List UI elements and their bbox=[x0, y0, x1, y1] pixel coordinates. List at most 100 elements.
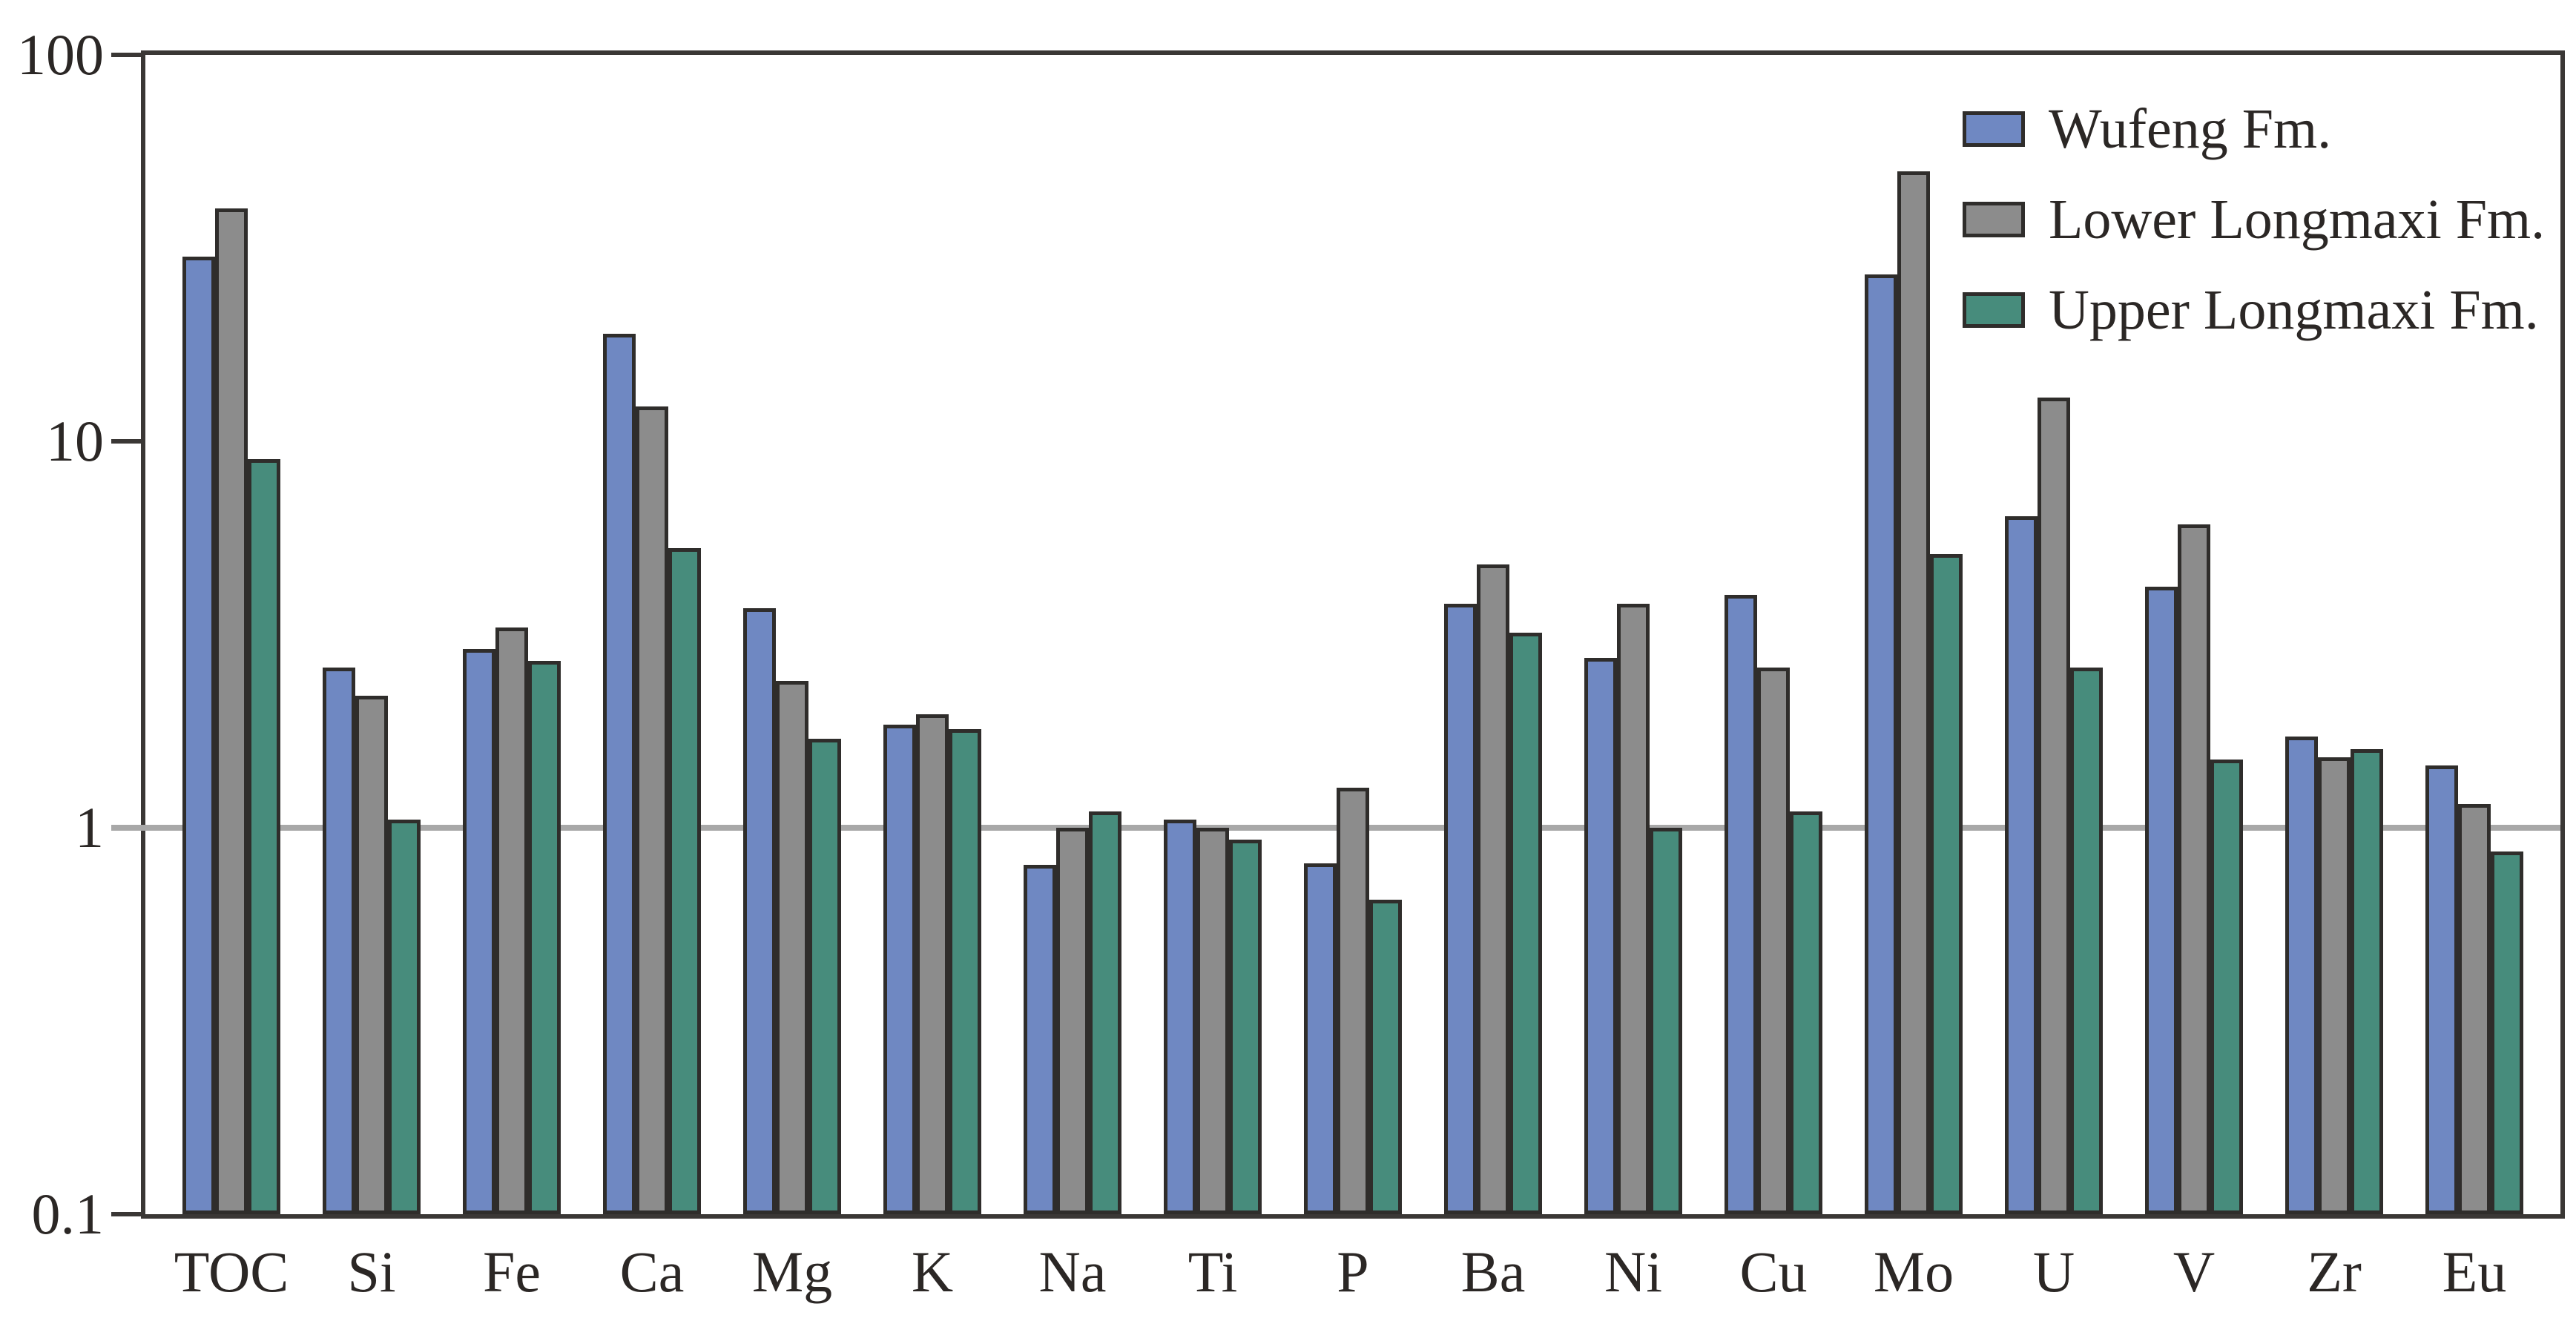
bar-group-toc bbox=[182, 55, 280, 1214]
bar-group-ca bbox=[603, 55, 701, 1214]
bar-wufeng-fm-eu bbox=[2425, 765, 2458, 1214]
x-tick-label-zr: Zr bbox=[2307, 1239, 2362, 1304]
bar-upper-longmaxi-fm-zr bbox=[2351, 749, 2383, 1214]
bar-lower-longmaxi-fm-na bbox=[1056, 828, 1089, 1214]
bar-group-eu bbox=[2425, 55, 2523, 1214]
bar-wufeng-fm-u bbox=[2005, 516, 2038, 1214]
bar-group-si bbox=[323, 55, 421, 1214]
y-tick-label-0-1: 0.1 bbox=[31, 1182, 105, 1246]
legend-item-wufeng: Wufeng Fm. bbox=[1963, 98, 2545, 160]
bar-wufeng-fm-na bbox=[1024, 865, 1056, 1214]
bar-lower-longmaxi-fm-fe bbox=[495, 627, 528, 1214]
legend-label-wufeng: Wufeng Fm. bbox=[2049, 98, 2332, 160]
bar-group-cu bbox=[1725, 55, 1822, 1214]
bar-wufeng-fm-p bbox=[1304, 863, 1337, 1214]
bar-lower-longmaxi-fm-cu bbox=[1757, 668, 1790, 1214]
bar-lower-longmaxi-fm-ca bbox=[636, 406, 668, 1214]
bar-upper-longmaxi-fm-toc bbox=[248, 459, 280, 1214]
bar-group-u bbox=[2005, 55, 2103, 1214]
bar-upper-longmaxi-fm-na bbox=[1089, 811, 1121, 1214]
bar-lower-longmaxi-fm-p bbox=[1337, 788, 1369, 1214]
legend-swatch-wufeng bbox=[1963, 111, 2025, 147]
x-tick-label-mg: Mg bbox=[751, 1239, 833, 1304]
bar-upper-longmaxi-fm-mo bbox=[1930, 554, 1963, 1214]
bar-lower-longmaxi-fm-ni bbox=[1617, 604, 1650, 1214]
bar-lower-longmaxi-fm-ba bbox=[1477, 564, 1509, 1214]
bar-wufeng-fm-fe bbox=[463, 649, 495, 1214]
bar-upper-longmaxi-fm-eu bbox=[2491, 851, 2523, 1214]
bar-lower-longmaxi-fm-zr bbox=[2318, 757, 2351, 1214]
bar-lower-longmaxi-fm-si bbox=[355, 696, 388, 1214]
x-tick-label-p: P bbox=[1337, 1239, 1369, 1304]
legend-swatch-upper-longmaxi bbox=[1963, 292, 2025, 328]
plot-inner: Wufeng Fm. Lower Longmaxi Fm. Upper Long… bbox=[111, 55, 2560, 1214]
bar-lower-longmaxi-fm-v bbox=[2178, 524, 2210, 1214]
bar-upper-longmaxi-fm-u bbox=[2070, 668, 2103, 1214]
bar-lower-longmaxi-fm-ti bbox=[1196, 828, 1229, 1214]
bar-upper-longmaxi-fm-si bbox=[388, 820, 421, 1214]
legend-label-upper-longmaxi: Upper Longmaxi Fm. bbox=[2049, 279, 2539, 341]
bar-upper-longmaxi-fm-fe bbox=[528, 661, 561, 1214]
legend-swatch-lower-longmaxi bbox=[1963, 202, 2025, 237]
x-tick-label-ti: Ti bbox=[1187, 1239, 1238, 1304]
legend-label-lower-longmaxi: Lower Longmaxi Fm. bbox=[2049, 188, 2546, 251]
bar-group-ni bbox=[1584, 55, 1682, 1214]
legend-item-upper-longmaxi: Upper Longmaxi Fm. bbox=[1963, 279, 2545, 341]
y-tick-label-1: 1 bbox=[75, 795, 104, 860]
bar-wufeng-fm-ni bbox=[1584, 658, 1617, 1214]
x-tick-label-fe: Fe bbox=[483, 1239, 541, 1304]
bar-upper-longmaxi-fm-ba bbox=[1509, 633, 1542, 1214]
bar-group-mo bbox=[1865, 55, 1963, 1214]
bar-lower-longmaxi-fm-mg bbox=[776, 681, 808, 1214]
bar-lower-longmaxi-fm-toc bbox=[215, 208, 248, 1214]
x-tick-label-ni: Ni bbox=[1604, 1239, 1662, 1304]
bar-wufeng-fm-zr bbox=[2285, 737, 2318, 1214]
plot-area: Wufeng Fm. Lower Longmaxi Fm. Upper Long… bbox=[111, 50, 2565, 1219]
x-tick-label-k: K bbox=[911, 1239, 954, 1304]
y-tick-label-10: 10 bbox=[46, 409, 104, 473]
bar-group-na bbox=[1024, 55, 1121, 1214]
bar-upper-longmaxi-fm-p bbox=[1369, 900, 1402, 1214]
legend-item-lower-longmaxi: Lower Longmaxi Fm. bbox=[1963, 188, 2545, 251]
x-tick-label-u: U bbox=[2032, 1239, 2075, 1304]
x-tick-label-eu: Eu bbox=[2442, 1239, 2507, 1304]
x-tick-label-toc: TOC bbox=[174, 1239, 289, 1304]
y-tick-mark-100 bbox=[111, 53, 141, 57]
x-tick-label-v: V bbox=[2173, 1239, 2216, 1304]
y-tick-mark-10 bbox=[111, 439, 141, 444]
bar-upper-longmaxi-fm-ti bbox=[1229, 840, 1262, 1214]
bar-group-k bbox=[883, 55, 981, 1214]
bar-group-ba bbox=[1444, 55, 1542, 1214]
bar-lower-longmaxi-fm-u bbox=[2038, 398, 2070, 1214]
bar-group-p bbox=[1304, 55, 1402, 1214]
bar-group-ti bbox=[1164, 55, 1262, 1214]
x-tick-label-ca: Ca bbox=[619, 1239, 685, 1304]
bar-upper-longmaxi-fm-ni bbox=[1650, 828, 1682, 1214]
bar-group-zr bbox=[2285, 55, 2383, 1214]
legend: Wufeng Fm. Lower Longmaxi Fm. Upper Long… bbox=[1963, 98, 2545, 369]
y-tick-mark-0-1 bbox=[111, 1212, 141, 1216]
bar-wufeng-fm-ca bbox=[603, 334, 636, 1214]
bar-wufeng-fm-v bbox=[2145, 587, 2178, 1214]
bar-wufeng-fm-cu bbox=[1725, 595, 1757, 1214]
x-tick-label-ba: Ba bbox=[1460, 1239, 1526, 1304]
bar-upper-longmaxi-fm-mg bbox=[808, 739, 841, 1214]
bar-wufeng-fm-toc bbox=[182, 257, 215, 1214]
reference-line-y1 bbox=[111, 825, 2560, 831]
bar-upper-longmaxi-fm-ca bbox=[668, 548, 701, 1214]
bar-lower-longmaxi-fm-k bbox=[916, 714, 949, 1214]
bar-wufeng-fm-k bbox=[883, 725, 916, 1214]
bar-lower-longmaxi-fm-mo bbox=[1897, 171, 1930, 1214]
x-tick-label-si: Si bbox=[347, 1239, 396, 1304]
bar-wufeng-fm-mo bbox=[1865, 274, 1897, 1214]
bar-wufeng-fm-si bbox=[323, 668, 355, 1214]
bar-wufeng-fm-ba bbox=[1444, 604, 1477, 1214]
x-tick-label-mo: Mo bbox=[1873, 1239, 1954, 1304]
x-tick-label-cu: Cu bbox=[1739, 1239, 1808, 1304]
y-tick-label-100: 100 bbox=[17, 22, 104, 87]
bar-group-mg bbox=[743, 55, 841, 1214]
bar-wufeng-fm-ti bbox=[1164, 820, 1196, 1214]
bar-group-v bbox=[2145, 55, 2243, 1214]
bar-lower-longmaxi-fm-eu bbox=[2458, 804, 2491, 1214]
